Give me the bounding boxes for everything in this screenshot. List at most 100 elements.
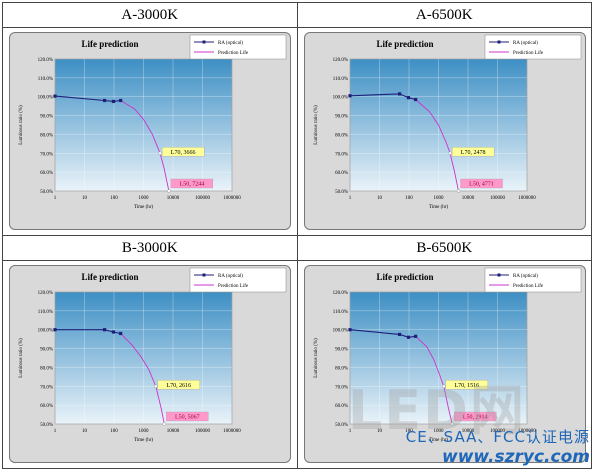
annotation-box (161, 147, 205, 157)
y-tick-label: 120.0% (332, 291, 347, 296)
x-tick-label: 10 (377, 429, 383, 434)
y-tick-label: 100.0% (332, 329, 347, 334)
x-tick-label: 1000 (139, 429, 150, 434)
legend-box (189, 267, 287, 293)
chart-panel-b-3000k: Life prediction 50.0% 60.0% 70.0% 80.0% 90.0%… (9, 265, 291, 463)
annotation-label: L50, 7244 (180, 182, 205, 188)
series-line-actual (349, 329, 416, 338)
y-tick-label: 120.0% (38, 291, 53, 296)
legend-label-prediction: Prediction Life (513, 284, 544, 289)
x-tick-label: 10000 (167, 196, 180, 201)
x-tick-label: 1000 (139, 196, 150, 201)
y-tick-label: 100.0% (332, 96, 347, 101)
x-tick-label: 1000000 (223, 196, 241, 201)
section-title-b-3000k: B-3000K (2, 235, 298, 261)
annotation-box (157, 380, 200, 390)
annotation-marker (447, 151, 452, 155)
chart-cell-a-6500k: Life prediction 50.0% 60.0% 70.0% 80.0% 90.0%… (296, 27, 592, 236)
y-tick-label: 50.0% (40, 423, 53, 428)
x-tick-label: 100000 (490, 429, 506, 434)
y-tick-label: 70.0% (40, 385, 53, 390)
data-point-actual (413, 97, 417, 102)
legend-box (484, 267, 581, 293)
annotation-marker (158, 151, 162, 155)
data-point-actual (406, 96, 410, 100)
x-tick-label: 100 (405, 196, 413, 201)
chart-panel-a-6500k: Life prediction 50.0% 60.0% 70.0% 80.0% 90.0%… (303, 32, 586, 230)
data-point-actual (119, 98, 123, 103)
annotation-label: L50, 4771 (469, 182, 494, 188)
y-axis-label: Luminous ratio (%) (314, 338, 319, 378)
annotation-label: L70, 2616 (166, 383, 191, 389)
y-tick-label: 90.0% (40, 115, 53, 120)
x-tick-label: 100000 (195, 196, 211, 201)
annotation-label: L70, 2478 (460, 150, 485, 156)
x-tick-label: 10000 (167, 429, 180, 434)
chart-cell-a-3000k: Life prediction 50.0% 60.0% 70.0% 80.0% 90.0%… (2, 27, 298, 236)
legend-marker-actual (202, 40, 206, 44)
x-tick-label: 1000000 (518, 429, 536, 434)
legend-box (484, 34, 581, 60)
y-tick-label: 80.0% (40, 133, 53, 138)
data-point-actual (111, 99, 116, 104)
legend-label-prediction: Prediction Life (218, 51, 249, 56)
data-point-actual (406, 335, 410, 339)
y-tick-label: 80.0% (40, 366, 53, 371)
legend-label-prediction: Prediction Life (218, 284, 249, 289)
x-tick-label: 10 (377, 196, 383, 201)
annotation-marker (456, 189, 460, 193)
y-axis-label: Luminous ratio (%) (314, 105, 319, 145)
data-point-actual (53, 94, 57, 98)
x-tick-label: 1 (54, 429, 57, 434)
legend-label-actual: RA (optical) (218, 274, 243, 279)
annotation-marker (154, 384, 158, 388)
annotation-label: L70, 3666 (171, 150, 196, 156)
annotation-marker (167, 189, 171, 193)
annotation-box (453, 411, 496, 422)
x-axis-label: Time (hr) (428, 205, 447, 210)
legend-marker-actual (497, 273, 500, 277)
x-tick-label: 10 (82, 196, 88, 201)
y-tick-label: 80.0% (335, 366, 348, 371)
y-tick-label: 120.0% (332, 58, 347, 63)
chart-title: Life prediction (81, 39, 138, 49)
y-tick-label: 70.0% (335, 385, 348, 390)
annotation-marker (162, 422, 166, 426)
y-tick-label: 100.0% (38, 329, 53, 334)
annotation-box (170, 178, 214, 189)
series-line-actual (55, 329, 121, 335)
legend-label-prediction: Prediction Life (513, 51, 544, 56)
series-line-prediction (414, 99, 459, 192)
y-tick-label: 50.0% (40, 190, 53, 195)
y-tick-label: 80.0% (335, 133, 348, 138)
y-tick-label: 90.0% (335, 348, 348, 353)
x-tick-label: 10000 (461, 429, 474, 434)
annotation-label: L70, 1516 (454, 383, 479, 389)
chart-svg: Life prediction 50.0% 60.0% 70.0% 80.0% 90.0%… (314, 267, 581, 443)
annotation-marker (441, 384, 446, 388)
chart-title: Life prediction (376, 39, 433, 49)
chart-title: Life prediction (81, 272, 138, 282)
x-tick-label: 1000 (433, 429, 444, 434)
legend-marker-actual (497, 40, 500, 44)
x-tick-label: 100 (110, 196, 118, 201)
x-axis-label: Time (hr) (428, 438, 447, 443)
legend-label-actual: RA (optical) (218, 41, 243, 46)
x-tick-label: 100 (110, 429, 118, 434)
annotation-box (459, 178, 503, 189)
data-point-actual (53, 328, 57, 332)
section-title-a-6500k: A-6500K (296, 2, 592, 28)
section-title-a-3000k: A-3000K (2, 2, 298, 28)
x-tick-label: 1 (348, 429, 351, 434)
watermark-logo: LED网 (347, 379, 526, 442)
legend-marker-actual (202, 273, 206, 277)
data-point-actual (347, 94, 352, 98)
data-point-actual (347, 328, 352, 332)
annotation-box (166, 411, 209, 422)
y-tick-label: 110.0% (332, 77, 347, 82)
legend-label-actual: RA (optical) (513, 274, 538, 279)
chart-title: Life prediction (376, 272, 433, 282)
y-tick-label: 50.0% (335, 423, 348, 428)
y-tick-label: 60.0% (40, 404, 53, 409)
y-tick-label: 60.0% (335, 404, 348, 409)
